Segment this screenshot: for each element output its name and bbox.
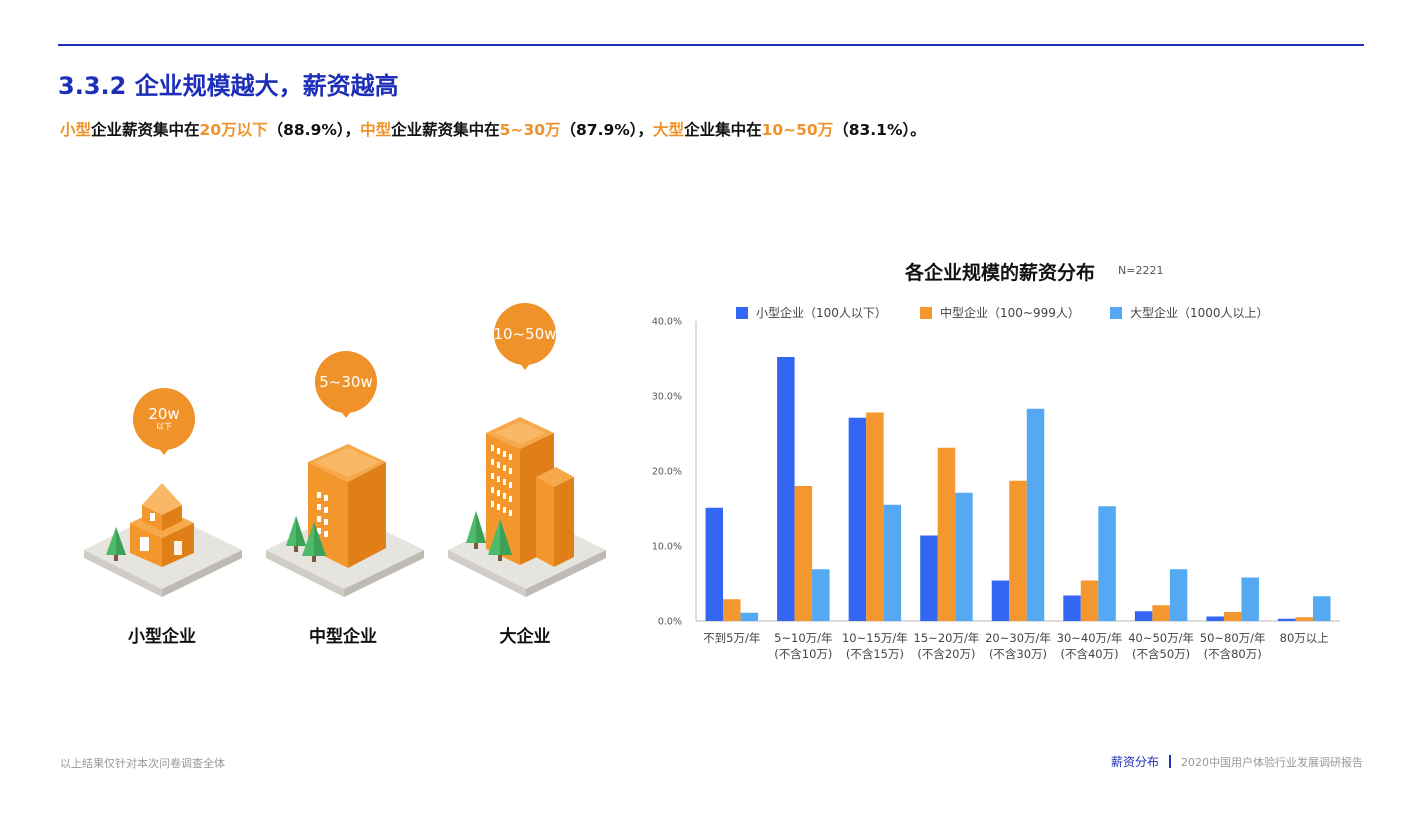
bar bbox=[1063, 595, 1081, 621]
bar bbox=[1026, 408, 1045, 621]
summary-small-range: 20万以下 bbox=[199, 121, 268, 139]
medium-company-label: 中型企业 bbox=[309, 627, 377, 647]
footer-report-title: 2020中国用户体验行业发展调研报告 bbox=[1181, 755, 1363, 769]
legend-swatch-medium bbox=[920, 306, 932, 319]
chart-title: 各企业规模的薪资分布 bbox=[905, 262, 1096, 284]
bar bbox=[1312, 596, 1331, 621]
small-salary-value: 20w bbox=[148, 405, 180, 423]
legend-label-small: 小型企业（100人以下） bbox=[756, 306, 887, 320]
bar bbox=[920, 535, 938, 621]
x-tick-label: (不含50万) bbox=[1132, 647, 1190, 661]
salary-bar-chart: 0.0% 10.0% 20.0% 30.0% 40.0% 不到5万/年 5~10万/年 (不含… bbox=[652, 317, 1340, 661]
medium-salary-bubble: 5~30w bbox=[315, 351, 377, 421]
x-tick-label: (不含80万) bbox=[1204, 647, 1262, 661]
small-building-icon bbox=[84, 483, 242, 597]
x-tick-label: 80万以上 bbox=[1280, 631, 1329, 645]
bar bbox=[1277, 618, 1296, 621]
summary-text-part: （87.9%）， bbox=[560, 121, 654, 139]
x-tick-label: (不含20万) bbox=[917, 647, 975, 661]
bar bbox=[1098, 506, 1116, 621]
bar bbox=[1295, 617, 1313, 621]
small-salary-bubble: 20w 以下 bbox=[133, 388, 195, 458]
large-salary-value: 10~50w bbox=[493, 325, 557, 343]
summary-text: 小型企业薪资集中在20万以下（88.9%），中型企业薪资集中在5~30万（87.… bbox=[60, 118, 926, 140]
bar bbox=[1223, 612, 1242, 621]
legend-swatch-small bbox=[736, 306, 748, 319]
summary-text-part: （83.1%）。 bbox=[833, 121, 926, 139]
bar bbox=[740, 612, 759, 621]
chart-sample-size: N=2221 bbox=[1118, 264, 1164, 277]
y-tick-label: 0.0% bbox=[658, 617, 682, 628]
x-tick-label: 50~80万/年 bbox=[1200, 631, 1266, 645]
summary-text-part: （88.9%）， bbox=[267, 121, 361, 139]
legend-label-medium: 中型企业（100~999人） bbox=[940, 306, 1080, 320]
summary-medium: 中型 bbox=[360, 121, 392, 139]
bar bbox=[777, 357, 795, 621]
bar bbox=[883, 504, 902, 621]
x-tick-label: 40~50万/年 bbox=[1128, 631, 1194, 645]
legend-item-small: 小型企业（100人以下） bbox=[736, 304, 887, 321]
summary-large-range: 10~50万 bbox=[761, 121, 834, 139]
company-size-illustrations: 20w 以下 小型企业 5~30w bbox=[70, 290, 630, 670]
bar bbox=[705, 507, 724, 621]
summary-text-part: 企业薪资集中在 bbox=[391, 121, 500, 139]
bar bbox=[1080, 580, 1099, 621]
x-tick-label: (不含10万) bbox=[774, 647, 832, 661]
bar bbox=[848, 417, 867, 621]
bar bbox=[812, 569, 830, 621]
bar bbox=[723, 599, 741, 621]
medium-building-icon bbox=[266, 444, 424, 597]
medium-salary-value: 5~30w bbox=[319, 373, 373, 391]
bar bbox=[794, 486, 813, 621]
summary-large: 大型 bbox=[653, 121, 685, 139]
legend-swatch-large bbox=[1110, 306, 1122, 319]
y-tick-label: 30.0% bbox=[652, 392, 682, 403]
section-title: 3.3.2 企业规模越大，薪资越高 bbox=[58, 72, 399, 100]
bar bbox=[1206, 616, 1224, 621]
bar bbox=[1009, 480, 1027, 621]
small-company-label: 小型企业 bbox=[128, 627, 196, 647]
small-salary-sub: 以下 bbox=[156, 422, 172, 431]
footer-divider bbox=[1169, 755, 1171, 768]
bar bbox=[1134, 611, 1153, 621]
bar bbox=[1152, 605, 1170, 621]
large-company-label: 大企业 bbox=[499, 627, 551, 647]
bar bbox=[937, 447, 956, 621]
legend-label-large: 大型企业（1000人以上） bbox=[1130, 306, 1269, 320]
summary-text-part: 企业集中在 bbox=[684, 121, 762, 139]
x-tick-label: 30~40万/年 bbox=[1057, 631, 1123, 645]
legend-item-large: 大型企业（1000人以上） bbox=[1110, 304, 1269, 321]
x-tick-label: (不含15万) bbox=[846, 647, 904, 661]
x-tick-label: 20~30万/年 bbox=[985, 631, 1051, 645]
bar bbox=[866, 412, 884, 621]
bar bbox=[955, 492, 973, 621]
bar bbox=[1241, 577, 1259, 621]
y-tick-label: 40.0% bbox=[652, 317, 682, 328]
y-tick-label: 20.0% bbox=[652, 467, 682, 478]
summary-small: 小型 bbox=[60, 121, 92, 139]
x-tick-label: (不含40万) bbox=[1061, 647, 1119, 661]
summary-text-part: 企业薪资集中在 bbox=[91, 121, 200, 139]
x-tick-label: 不到5万/年 bbox=[703, 631, 760, 645]
bar bbox=[991, 580, 1010, 621]
x-tick-label: 15~20万/年 bbox=[914, 631, 980, 645]
footer-section: 薪资分布 bbox=[1110, 755, 1159, 769]
legend-item-medium: 中型企业（100~999人） bbox=[920, 304, 1080, 321]
x-tick-label: 10~15万/年 bbox=[842, 631, 908, 645]
footer-note: 以上结果仅针对本次问卷调查全体 bbox=[60, 757, 225, 770]
large-building-icon bbox=[448, 417, 606, 597]
summary-medium-range: 5~30万 bbox=[499, 121, 561, 139]
x-tick-label: 5~10万/年 bbox=[774, 631, 832, 645]
large-salary-bubble: 10~50w bbox=[493, 303, 557, 373]
x-tick-label: (不含30万) bbox=[989, 647, 1047, 661]
top-rule bbox=[58, 44, 1364, 46]
footer-right: 薪资分布 2020中国用户体验行业发展调研报告 bbox=[1111, 753, 1363, 770]
y-tick-label: 10.0% bbox=[652, 542, 682, 553]
bar bbox=[1169, 569, 1188, 621]
